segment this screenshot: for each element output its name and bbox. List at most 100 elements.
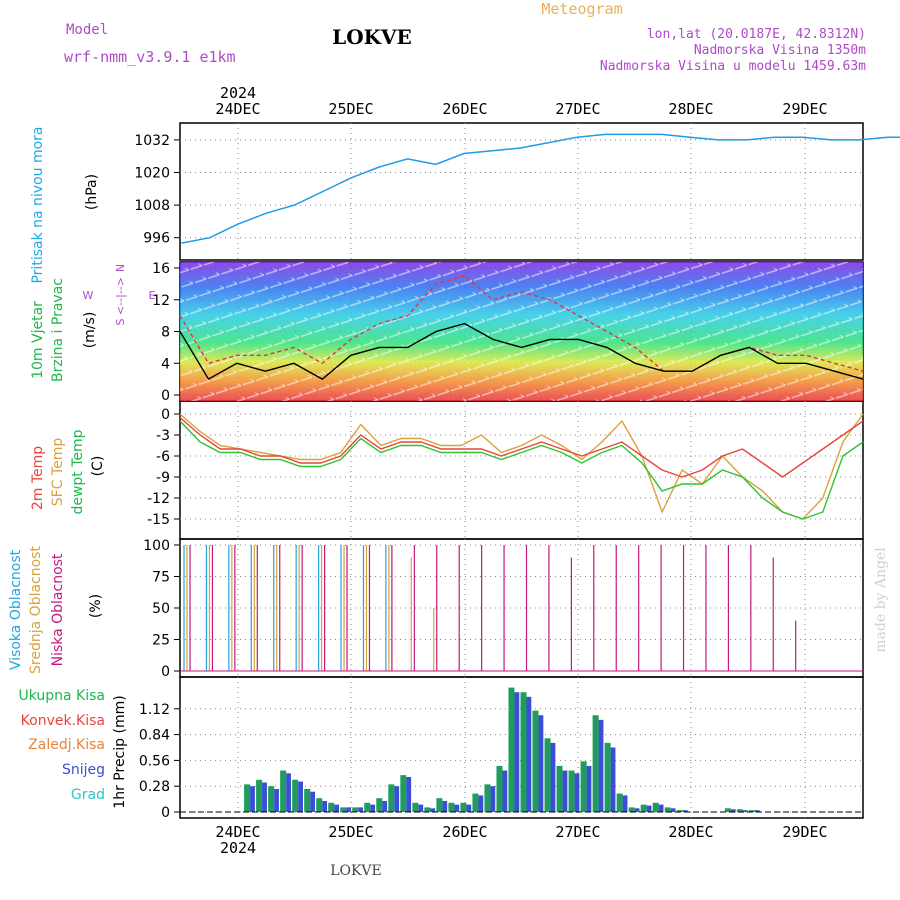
bottom-day-label: 25DEC: [328, 823, 373, 841]
temp-unit: (C): [90, 456, 106, 477]
y-tick-label: 1020: [134, 165, 170, 181]
precip-total-bar: [400, 775, 407, 812]
elevation-text: Nadmorska Visina 1350m: [694, 43, 866, 58]
precip-snow-bar: [262, 782, 267, 812]
y-tick-label: 75: [152, 570, 170, 586]
precip-snow-bar: [382, 800, 388, 812]
dewpoint-temp-line: [179, 420, 864, 520]
y-tick-label: 0: [161, 388, 170, 404]
model-elevation-text: Nadmorska Visina u modelu 1459.63m: [600, 59, 866, 74]
precip-snow-bar: [478, 795, 484, 812]
precip-snow-bar: [550, 742, 556, 812]
precip-total-bar: [388, 784, 395, 812]
station-title: LOKVE: [332, 25, 412, 49]
precip-total-bar: [556, 765, 563, 812]
compass-arrows: <--|-->: [114, 277, 127, 315]
legend-freezing: Zaledj.Kisa: [28, 737, 105, 753]
precip-snow-bar: [286, 773, 291, 812]
y-tick-label: 1008: [134, 198, 170, 214]
precip-snow-bar: [454, 804, 460, 812]
compass-e: E: [149, 289, 156, 302]
precip-total-bar: [472, 793, 479, 812]
precip-snow-bar: [274, 788, 279, 812]
y-tick-label: 996: [143, 231, 170, 247]
precip-total-bar: [604, 742, 611, 812]
bottom-day-labels: 24DEC 25DEC 26DEC 27DEC 28DEC 29DEC: [215, 823, 827, 841]
precip-total-bar: [748, 810, 755, 812]
precip-total-bar: [304, 788, 311, 812]
pressure-label: Pritisak na nivou mora: [30, 126, 46, 283]
precip-snow-bar: [310, 791, 315, 812]
wind-speed-line: [179, 322, 864, 381]
y-tick-label: 1032: [134, 133, 170, 149]
precip-total-bar: [376, 798, 383, 812]
precip-total-bar: [496, 765, 503, 812]
y-tick-label: 8: [161, 325, 170, 341]
compass-n: N: [114, 264, 127, 272]
coords-text: lon,lat (20.0187E, 42.8312N): [647, 27, 866, 42]
precip-snow-bar: [430, 808, 436, 812]
y-tick-label: -15: [147, 512, 170, 528]
y-tick-label: 0.28: [139, 779, 170, 795]
sfc-temp-line: [179, 413, 864, 520]
precip-snow-bar: [538, 715, 544, 812]
precip-total-bar: [328, 802, 335, 812]
y-tick-label: 25: [152, 633, 170, 649]
y-tick-label: -9: [156, 470, 170, 486]
precip-total-bar: [664, 807, 671, 812]
precip-total-bar: [592, 715, 599, 812]
precip-snow-bar: [574, 773, 580, 812]
precip-total-bar: [520, 692, 527, 812]
bottom-year-label: 2024: [220, 839, 256, 857]
precip-snow-bar: [418, 804, 424, 812]
precip-total-bar: [508, 687, 515, 812]
precip-snow-bar: [334, 804, 340, 812]
temp-label-2m: 2m Temp: [30, 446, 46, 510]
y-tick-label: 0.84: [139, 728, 170, 744]
y-tick-label: 1.12: [139, 702, 170, 718]
precip-total-bar: [352, 807, 359, 812]
precip-snow-bar: [562, 770, 568, 812]
legend-convective: Konvek.Kisa: [21, 713, 105, 729]
y-tick-label: 0: [161, 805, 170, 821]
bottom-day-label: 27DEC: [555, 823, 600, 841]
top-day-label: 25DEC: [328, 100, 373, 118]
precip-total-bar: [640, 804, 647, 812]
y-tick-label: -6: [156, 449, 170, 465]
panel-frames: 996 1008 1020 1032 0 4 8 12 16 0 -3 -6 -9 -12 -15 0 25 50…: [134, 122, 864, 821]
precip-total-bar: [460, 802, 467, 812]
precip-snow-bar: [598, 719, 604, 812]
y-tick-label: 16: [152, 261, 170, 277]
wind-unit: (m/s): [82, 312, 98, 349]
precip-total-bar: [316, 798, 323, 812]
cloud-label-low: Niska Oblacnost: [50, 553, 66, 666]
precip-total-bar: [364, 802, 371, 812]
top-day-labels: 24DEC 25DEC 26DEC 27DEC 28DEC 29DEC: [215, 100, 827, 118]
t2m-temp-line: [179, 416, 864, 478]
model-name: wrf-nmm_v3.9.1 e1km: [64, 48, 236, 66]
precip-snow-bar: [730, 809, 736, 812]
precip-total-bar: [580, 761, 587, 812]
wind-ylabel: 10m Vjetar Brzina i Pravac (m/s) N <--|-…: [30, 264, 156, 382]
precip-snow-bar: [394, 786, 400, 812]
precip-snow-bar: [490, 786, 496, 812]
footer-station: LOKVE: [330, 863, 382, 879]
y-tick-label: -3: [156, 428, 170, 444]
model-label: Model: [66, 22, 108, 38]
precip-snow-bar: [298, 781, 303, 812]
credit-watermark: made by Angel: [873, 547, 889, 653]
precip-total-bar: [412, 802, 419, 812]
bottom-day-label: 29DEC: [782, 823, 827, 841]
precip-snow-bar: [322, 800, 328, 812]
precip-total-bar: [676, 810, 683, 812]
top-day-label: 27DEC: [555, 100, 600, 118]
legend-hail: Grad: [71, 787, 105, 803]
precip-total-bar: [616, 793, 623, 812]
top-day-label: 24DEC: [215, 100, 260, 118]
wind-field: [180, 262, 863, 401]
y-tick-label: 0: [161, 664, 170, 680]
pressure-unit: (hPa): [84, 174, 100, 210]
precip-total-bar: [532, 710, 539, 812]
top-year-label: 2024: [220, 84, 256, 102]
y-tick-label: -12: [147, 491, 170, 507]
